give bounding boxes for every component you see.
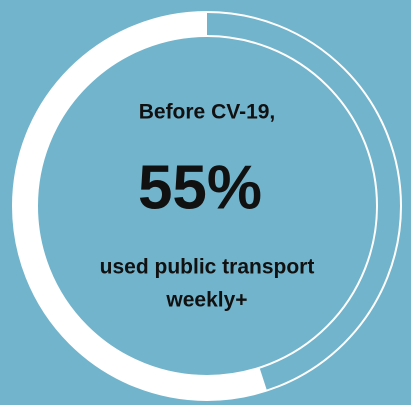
- chart-title: Before CV-19,: [139, 101, 276, 124]
- donut-segment: [13, 12, 267, 400]
- value-label: 55%: [138, 153, 262, 222]
- annotation: used public transport: [100, 256, 315, 279]
- annotation: weekly+: [165, 289, 247, 312]
